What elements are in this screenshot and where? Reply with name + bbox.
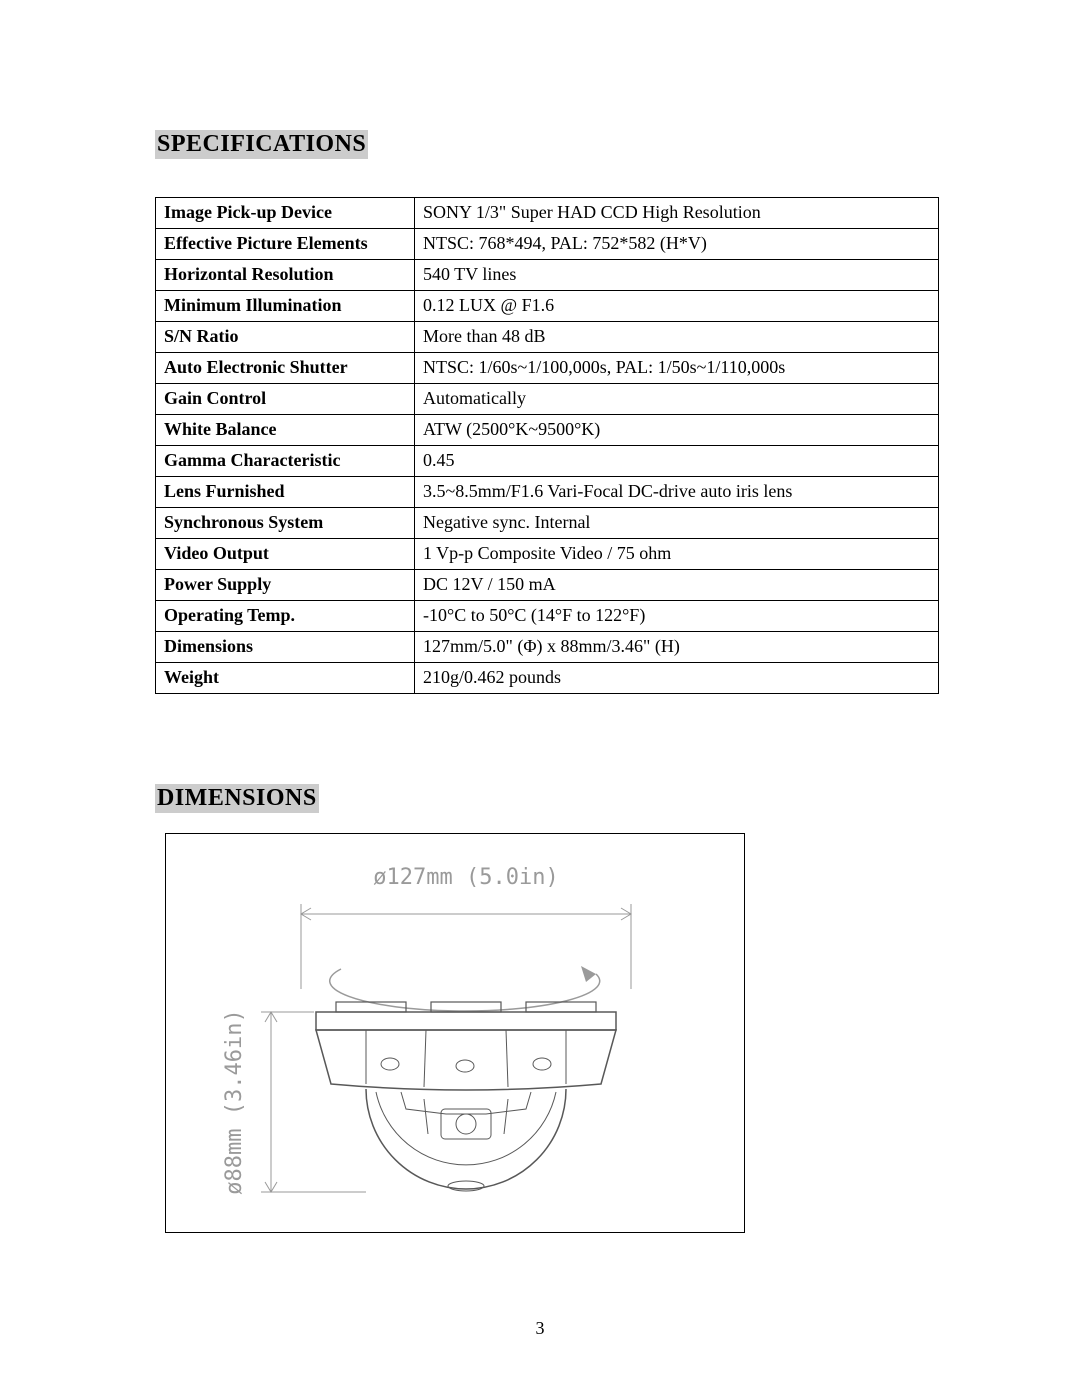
spec-label: Lens Furnished [156, 477, 415, 508]
spec-label: Operating Temp. [156, 601, 415, 632]
height-label: ø88mm (3.46in) [222, 1009, 247, 1194]
table-row: Minimum Illumination0.12 LUX @ F1.6 [156, 291, 939, 322]
specifications-heading: SPECIFICATIONS [155, 130, 368, 159]
dimensions-diagram: ø127mm (5.0in) ø88mm (3.46in) [165, 833, 745, 1233]
table-row: Image Pick-up DeviceSONY 1/3" Super HAD … [156, 198, 939, 229]
spec-value: 540 TV lines [415, 260, 939, 291]
spec-value: DC 12V / 150 mA [415, 570, 939, 601]
spec-value: NTSC: 768*494, PAL: 752*582 (H*V) [415, 229, 939, 260]
spec-label: White Balance [156, 415, 415, 446]
table-row: Gain ControlAutomatically [156, 384, 939, 415]
dimensions-heading: DIMENSIONS [155, 784, 319, 813]
table-row: White BalanceATW (2500°K~9500°K) [156, 415, 939, 446]
spec-value: 0.45 [415, 446, 939, 477]
spec-label: Horizontal Resolution [156, 260, 415, 291]
spec-value: 0.12 LUX @ F1.6 [415, 291, 939, 322]
table-row: Power SupplyDC 12V / 150 mA [156, 570, 939, 601]
spec-label: Auto Electronic Shutter [156, 353, 415, 384]
spec-value: 127mm/5.0" (Φ) x 88mm/3.46" (H) [415, 632, 939, 663]
spec-label: Effective Picture Elements [156, 229, 415, 260]
spec-value: ATW (2500°K~9500°K) [415, 415, 939, 446]
spec-value: Negative sync. Internal [415, 508, 939, 539]
camera-dimension-icon: ø127mm (5.0in) ø88mm (3.46in) [166, 834, 744, 1232]
table-row: S/N RatioMore than 48 dB [156, 322, 939, 353]
spec-label: Gain Control [156, 384, 415, 415]
page-number: 3 [0, 1318, 1080, 1339]
spec-label: Dimensions [156, 632, 415, 663]
table-row: Synchronous SystemNegative sync. Interna… [156, 508, 939, 539]
table-row: Horizontal Resolution540 TV lines [156, 260, 939, 291]
spec-value: NTSC: 1/60s~1/100,000s, PAL: 1/50s~1/110… [415, 353, 939, 384]
table-row: Operating Temp.-10°C to 50°C (14°F to 12… [156, 601, 939, 632]
spec-label: Minimum Illumination [156, 291, 415, 322]
spec-value: Automatically [415, 384, 939, 415]
spec-value: More than 48 dB [415, 322, 939, 353]
table-row: Dimensions127mm/5.0" (Φ) x 88mm/3.46" (H… [156, 632, 939, 663]
spec-label: Video Output [156, 539, 415, 570]
spec-value: 1 Vp-p Composite Video / 75 ohm [415, 539, 939, 570]
table-row: Gamma Characteristic0.45 [156, 446, 939, 477]
table-row: Auto Electronic ShutterNTSC: 1/60s~1/100… [156, 353, 939, 384]
spec-value: 210g/0.462 pounds [415, 663, 939, 694]
table-row: Video Output1 Vp-p Composite Video / 75 … [156, 539, 939, 570]
table-row: Effective Picture ElementsNTSC: 768*494,… [156, 229, 939, 260]
table-row: Weight210g/0.462 pounds [156, 663, 939, 694]
spec-label: Synchronous System [156, 508, 415, 539]
specifications-table: Image Pick-up DeviceSONY 1/3" Super HAD … [155, 197, 939, 694]
width-label: ø127mm (5.0in) [373, 865, 558, 890]
spec-value: 3.5~8.5mm/F1.6 Vari-Focal DC-drive auto … [415, 477, 939, 508]
spec-label: Image Pick-up Device [156, 198, 415, 229]
spec-label: S/N Ratio [156, 322, 415, 353]
spec-label: Weight [156, 663, 415, 694]
table-row: Lens Furnished3.5~8.5mm/F1.6 Vari-Focal … [156, 477, 939, 508]
spec-value: SONY 1/3" Super HAD CCD High Resolution [415, 198, 939, 229]
spec-label: Power Supply [156, 570, 415, 601]
spec-value: -10°C to 50°C (14°F to 122°F) [415, 601, 939, 632]
spec-label: Gamma Characteristic [156, 446, 415, 477]
